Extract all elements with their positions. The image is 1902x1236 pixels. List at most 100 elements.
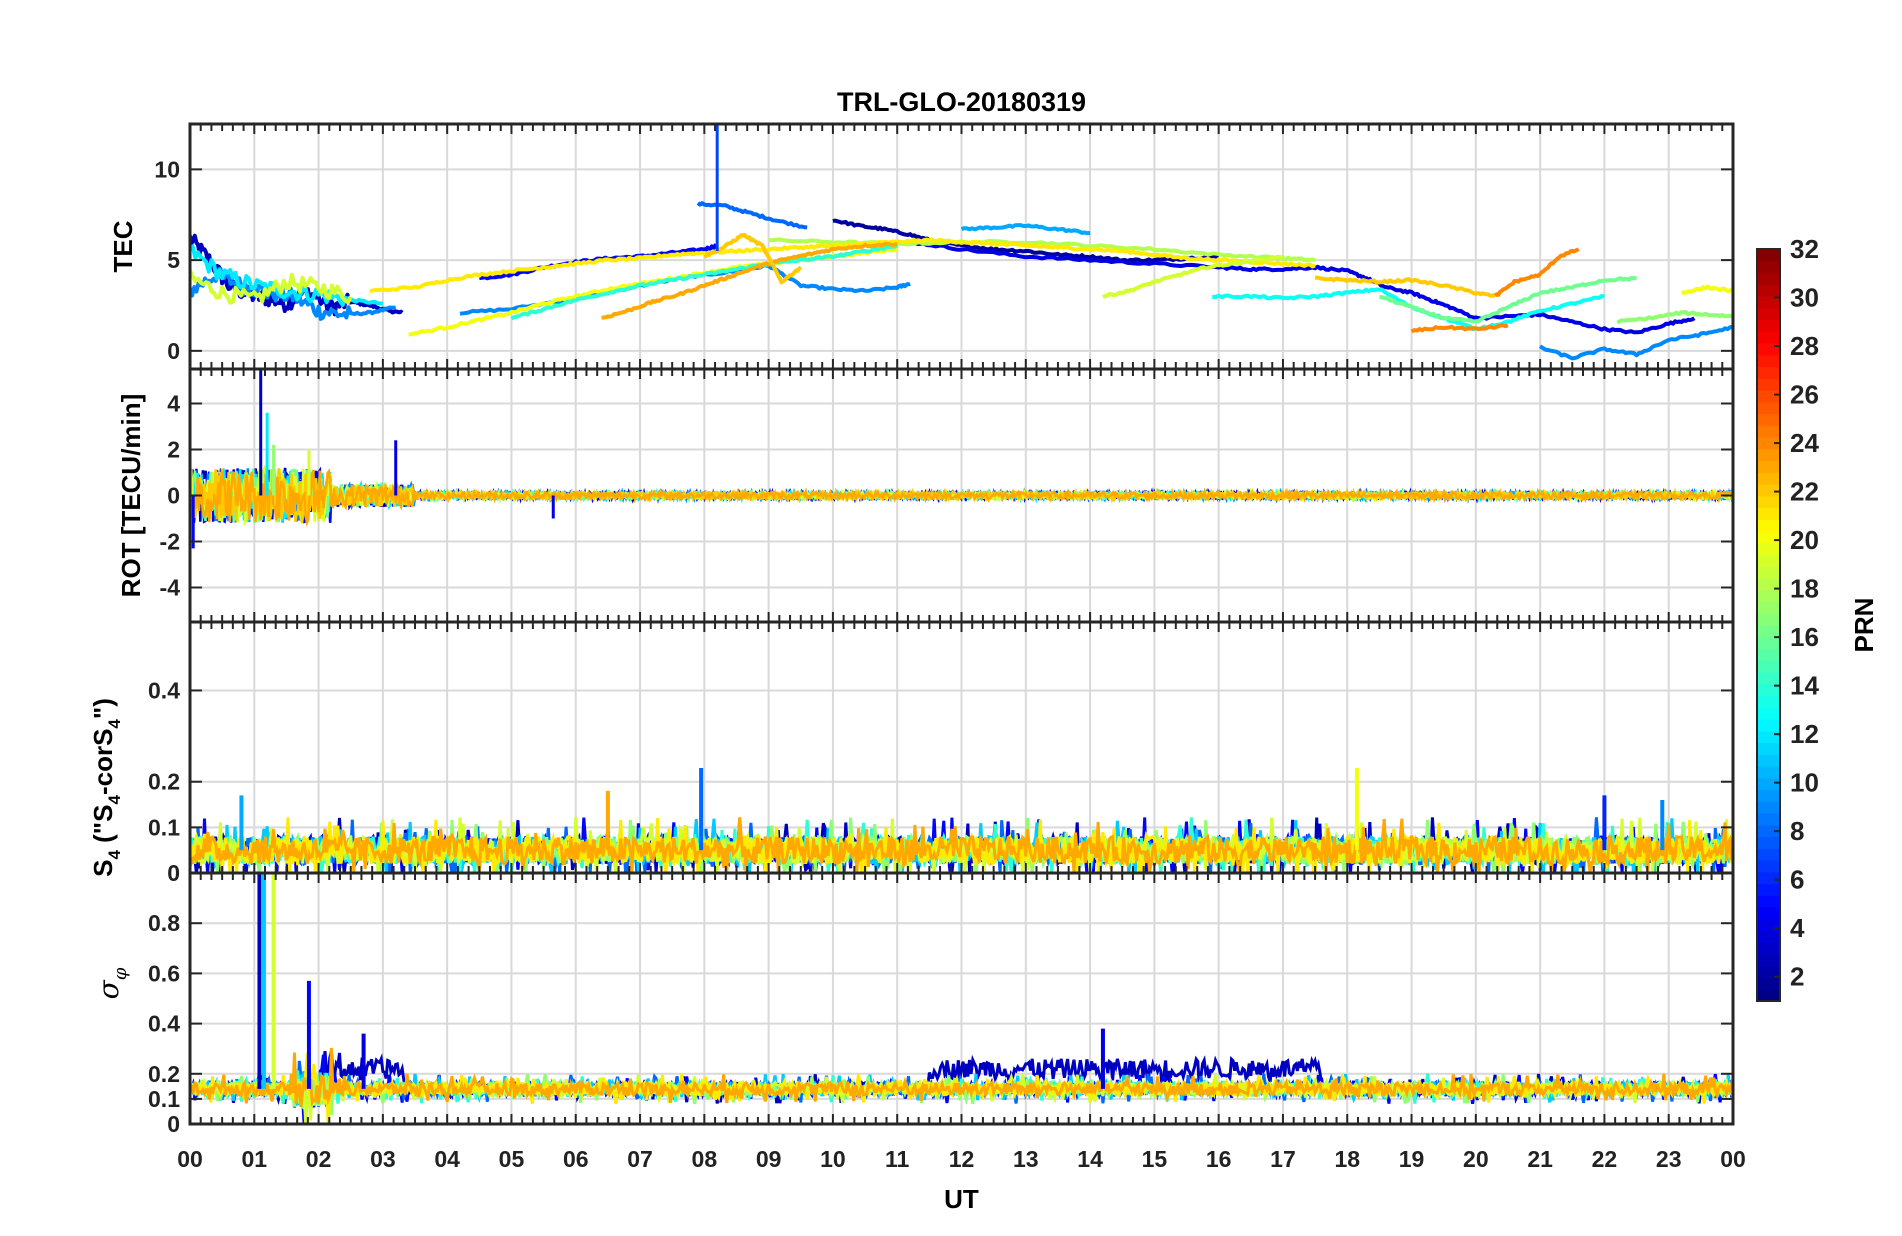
tec-ytick-label: 0 — [167, 338, 180, 364]
colorbar-swatch — [1757, 672, 1780, 685]
x-tick-label: 02 — [306, 1146, 332, 1172]
colorbar-swatch — [1757, 354, 1780, 368]
rot-ytick-label: 0 — [167, 483, 180, 509]
chart-title: TRL-GLO-20180319 — [837, 87, 1086, 117]
colorbar-swatch — [1757, 472, 1780, 485]
colorbar-swatch — [1757, 871, 1780, 885]
tec-series-prn-24 — [1493, 247, 1580, 298]
colorbar-tick-label: 4 — [1790, 913, 1805, 943]
colorbar-tick-label: 10 — [1790, 768, 1819, 798]
panel-tec: 0 5 10 TEC — [108, 122, 1735, 371]
colorbar-swatch — [1757, 719, 1780, 732]
x-axis: 00 01 02 03 04 05 06 07 08 09 10 11 12 13 14 15 16 17 18 19… — [177, 1146, 1746, 1172]
x-tick-label: 20 — [1463, 1146, 1489, 1172]
colorbar-tick-label: 32 — [1790, 234, 1819, 264]
colorbar-swatch — [1757, 648, 1780, 661]
x-tick-label: 12 — [949, 1146, 975, 1172]
tec-series-prn-24 — [1410, 323, 1509, 334]
colorbar-swatch — [1757, 425, 1780, 438]
colorbar-swatch — [1757, 578, 1780, 591]
x-tick-label: 10 — [820, 1146, 846, 1172]
x-tick-label: 06 — [563, 1146, 589, 1172]
tec-series-prn-23 — [601, 241, 898, 320]
tec-ytick-label: 5 — [167, 247, 180, 273]
colorbar-swatch — [1757, 754, 1780, 767]
colorbar-swatch — [1757, 413, 1780, 426]
tec-grid — [189, 124, 1734, 369]
colorbar-tick-label: 18 — [1790, 574, 1819, 604]
x-tick-label: 05 — [499, 1146, 525, 1172]
colorbar-swatch — [1757, 989, 1780, 1002]
colorbar-swatch — [1757, 883, 1780, 896]
colorbar-swatch — [1757, 296, 1780, 309]
colorbar-swatch — [1757, 730, 1780, 744]
colorbar-swatch — [1757, 272, 1780, 285]
colorbar-swatch — [1757, 918, 1780, 932]
x-tick-label: 07 — [627, 1146, 653, 1172]
x-tick-label: 03 — [370, 1146, 396, 1172]
tec-series-prn-14 — [510, 243, 898, 321]
colorbar-swatch — [1757, 601, 1780, 614]
colorbar-swatch — [1757, 860, 1780, 873]
colorbar-swatch — [1757, 742, 1780, 755]
panel-sigma: 00.10.2 0.4 0.6 0.8 σφ — [92, 871, 1735, 1137]
x-tick-label: 17 — [1270, 1146, 1296, 1172]
colorbar-swatch — [1757, 683, 1780, 697]
colorbar-swatch — [1757, 942, 1780, 955]
x-tick-label: 00 — [1720, 1146, 1746, 1172]
tec-series-prn-2 — [832, 218, 1219, 264]
x-tick-label: 21 — [1527, 1146, 1553, 1172]
colorbar-swatch — [1757, 848, 1780, 861]
sigma-data — [190, 873, 1733, 1124]
colorbar-swatch — [1757, 378, 1780, 391]
x-axis-label: UT — [944, 1184, 979, 1214]
x-tick-label: 08 — [692, 1146, 718, 1172]
colorbar-swatch — [1757, 636, 1780, 650]
colorbar-swatch — [1757, 613, 1780, 626]
x-tick-label: 09 — [756, 1146, 782, 1172]
colorbar-swatch — [1757, 319, 1780, 332]
colorbar-swatch — [1757, 531, 1780, 544]
colorbar-swatch — [1757, 507, 1780, 520]
s4-ytick-label: 0.4 — [148, 677, 180, 703]
colorbar-tick-label: 22 — [1790, 477, 1819, 507]
rot-data — [190, 369, 1733, 549]
rot-ytick-label: 4 — [167, 391, 180, 417]
tec-ytick-label: 10 — [154, 156, 180, 182]
tec-series-prn-22 — [703, 232, 803, 285]
colorbar-tick-label: 14 — [1790, 671, 1819, 701]
rot-ytick-label: -2 — [160, 529, 180, 555]
x-tick-label: 11 — [885, 1146, 910, 1172]
panel-rot: -4 -2 0 2 4 ROT [TECU/min] — [116, 367, 1735, 624]
sigma-ytick-label: 0 — [167, 1111, 180, 1137]
colorbar-swatch — [1757, 766, 1780, 779]
sigma-ylabel: σφ — [92, 967, 131, 999]
tec-series-prn-9 — [190, 266, 397, 321]
colorbar-swatch — [1757, 824, 1780, 838]
s4-series-prn-23 — [190, 817, 1733, 873]
colorbar-swatch — [1757, 895, 1780, 908]
rot-ytick-label: -4 — [160, 575, 181, 601]
tec-series-prn-9 — [1538, 325, 1733, 361]
colorbar-swatch — [1757, 965, 1780, 979]
tec-minor-ticks — [189, 124, 1734, 369]
tec-series-prn-17 — [1616, 310, 1733, 325]
colorbar-swatch — [1757, 589, 1780, 603]
s4-ytick-label: 0.1 — [148, 814, 180, 840]
panel-s4: 0 0.1 0.2 0.4 S4 ("S4-corS4") — [88, 620, 1735, 886]
colorbar-swatch — [1757, 954, 1780, 967]
colorbar-swatch — [1757, 836, 1780, 849]
colorbar-tick-label: 28 — [1790, 331, 1819, 361]
sigma-series-prn-23 — [190, 1047, 1733, 1108]
x-tick-label: 04 — [434, 1146, 460, 1172]
tec-data — [190, 124, 1733, 361]
s4-ytick-label: 0.2 — [148, 769, 180, 795]
x-tick-label: 01 — [241, 1146, 267, 1172]
colorbar-swatch — [1757, 554, 1780, 567]
tec-series-prn-21 — [369, 237, 1316, 294]
colorbar-swatch — [1757, 331, 1780, 344]
tec-series-prn-8 — [696, 201, 808, 230]
colorbar-swatch — [1757, 260, 1780, 274]
